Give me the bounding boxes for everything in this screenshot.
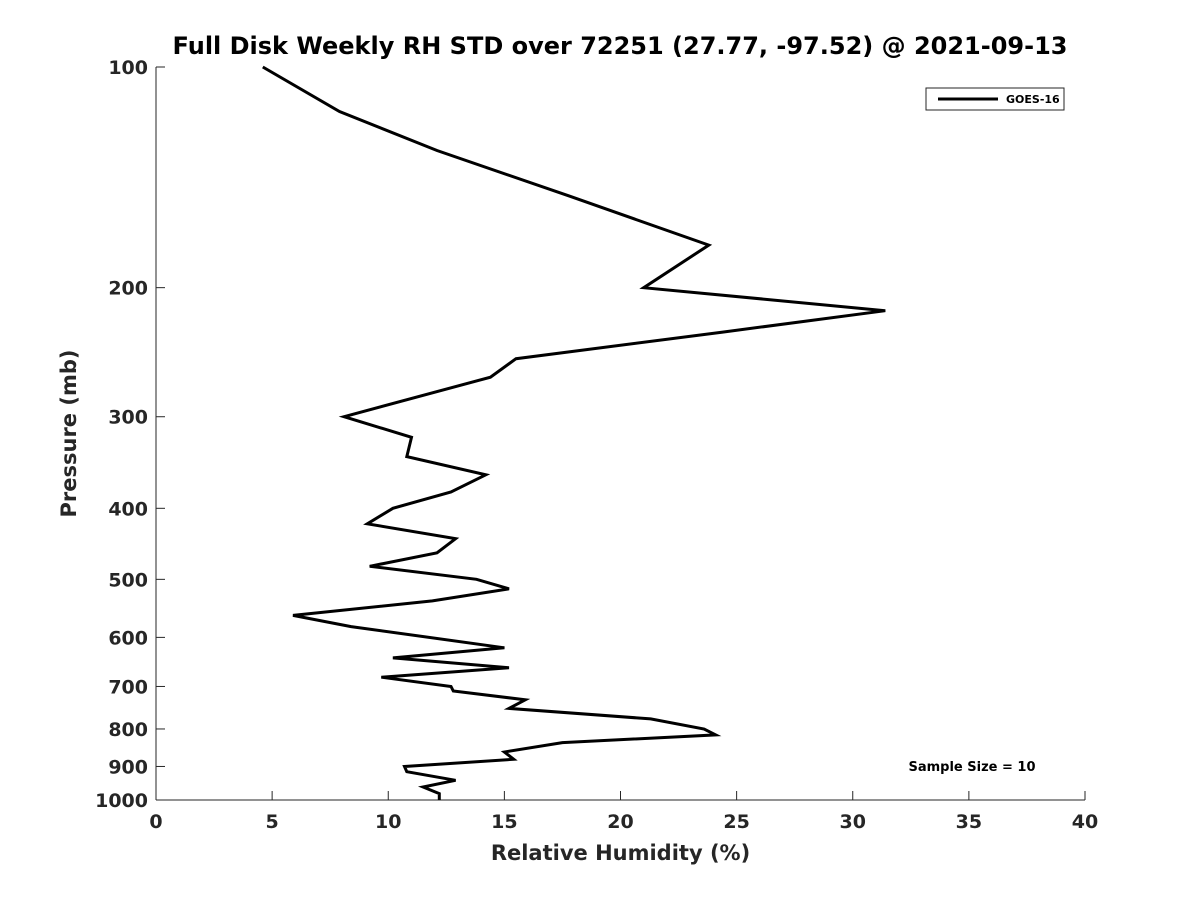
x-tick-label: 0 — [149, 811, 162, 833]
y-tick-label: 700 — [108, 676, 148, 698]
legend-entry: GOES-16 — [1006, 93, 1060, 106]
y-tick-label: 1000 — [95, 790, 148, 812]
x-tick-label: 15 — [491, 811, 517, 833]
x-tick-label: 30 — [840, 811, 866, 833]
y-tick-label: 200 — [108, 278, 148, 300]
y-tick-label: 800 — [108, 719, 148, 741]
x-tick-label: 20 — [607, 811, 633, 833]
chart-title: Full Disk Weekly RH STD over 72251 (27.7… — [173, 32, 1068, 60]
y-tick-label: 500 — [108, 569, 148, 591]
x-tick-label: 5 — [266, 811, 279, 833]
y-tick-label: 900 — [108, 756, 148, 778]
y-tick-label: 600 — [108, 627, 148, 649]
sample-size-annotation: Sample Size = 10 — [908, 760, 1035, 775]
y-axis-label: Pressure (mb) — [57, 350, 81, 518]
x-tick-label: 40 — [1072, 811, 1098, 833]
y-tick-label: 300 — [108, 407, 148, 429]
series-line-goes-16 — [262, 65, 886, 800]
x-tick-label: 25 — [723, 811, 749, 833]
x-tick-label: 10 — [375, 811, 401, 833]
x-axis-label: Relative Humidity (%) — [491, 841, 750, 865]
x-tick-label: 35 — [956, 811, 982, 833]
y-tick-label: 400 — [108, 498, 148, 520]
y-tick-label: 100 — [108, 57, 148, 79]
